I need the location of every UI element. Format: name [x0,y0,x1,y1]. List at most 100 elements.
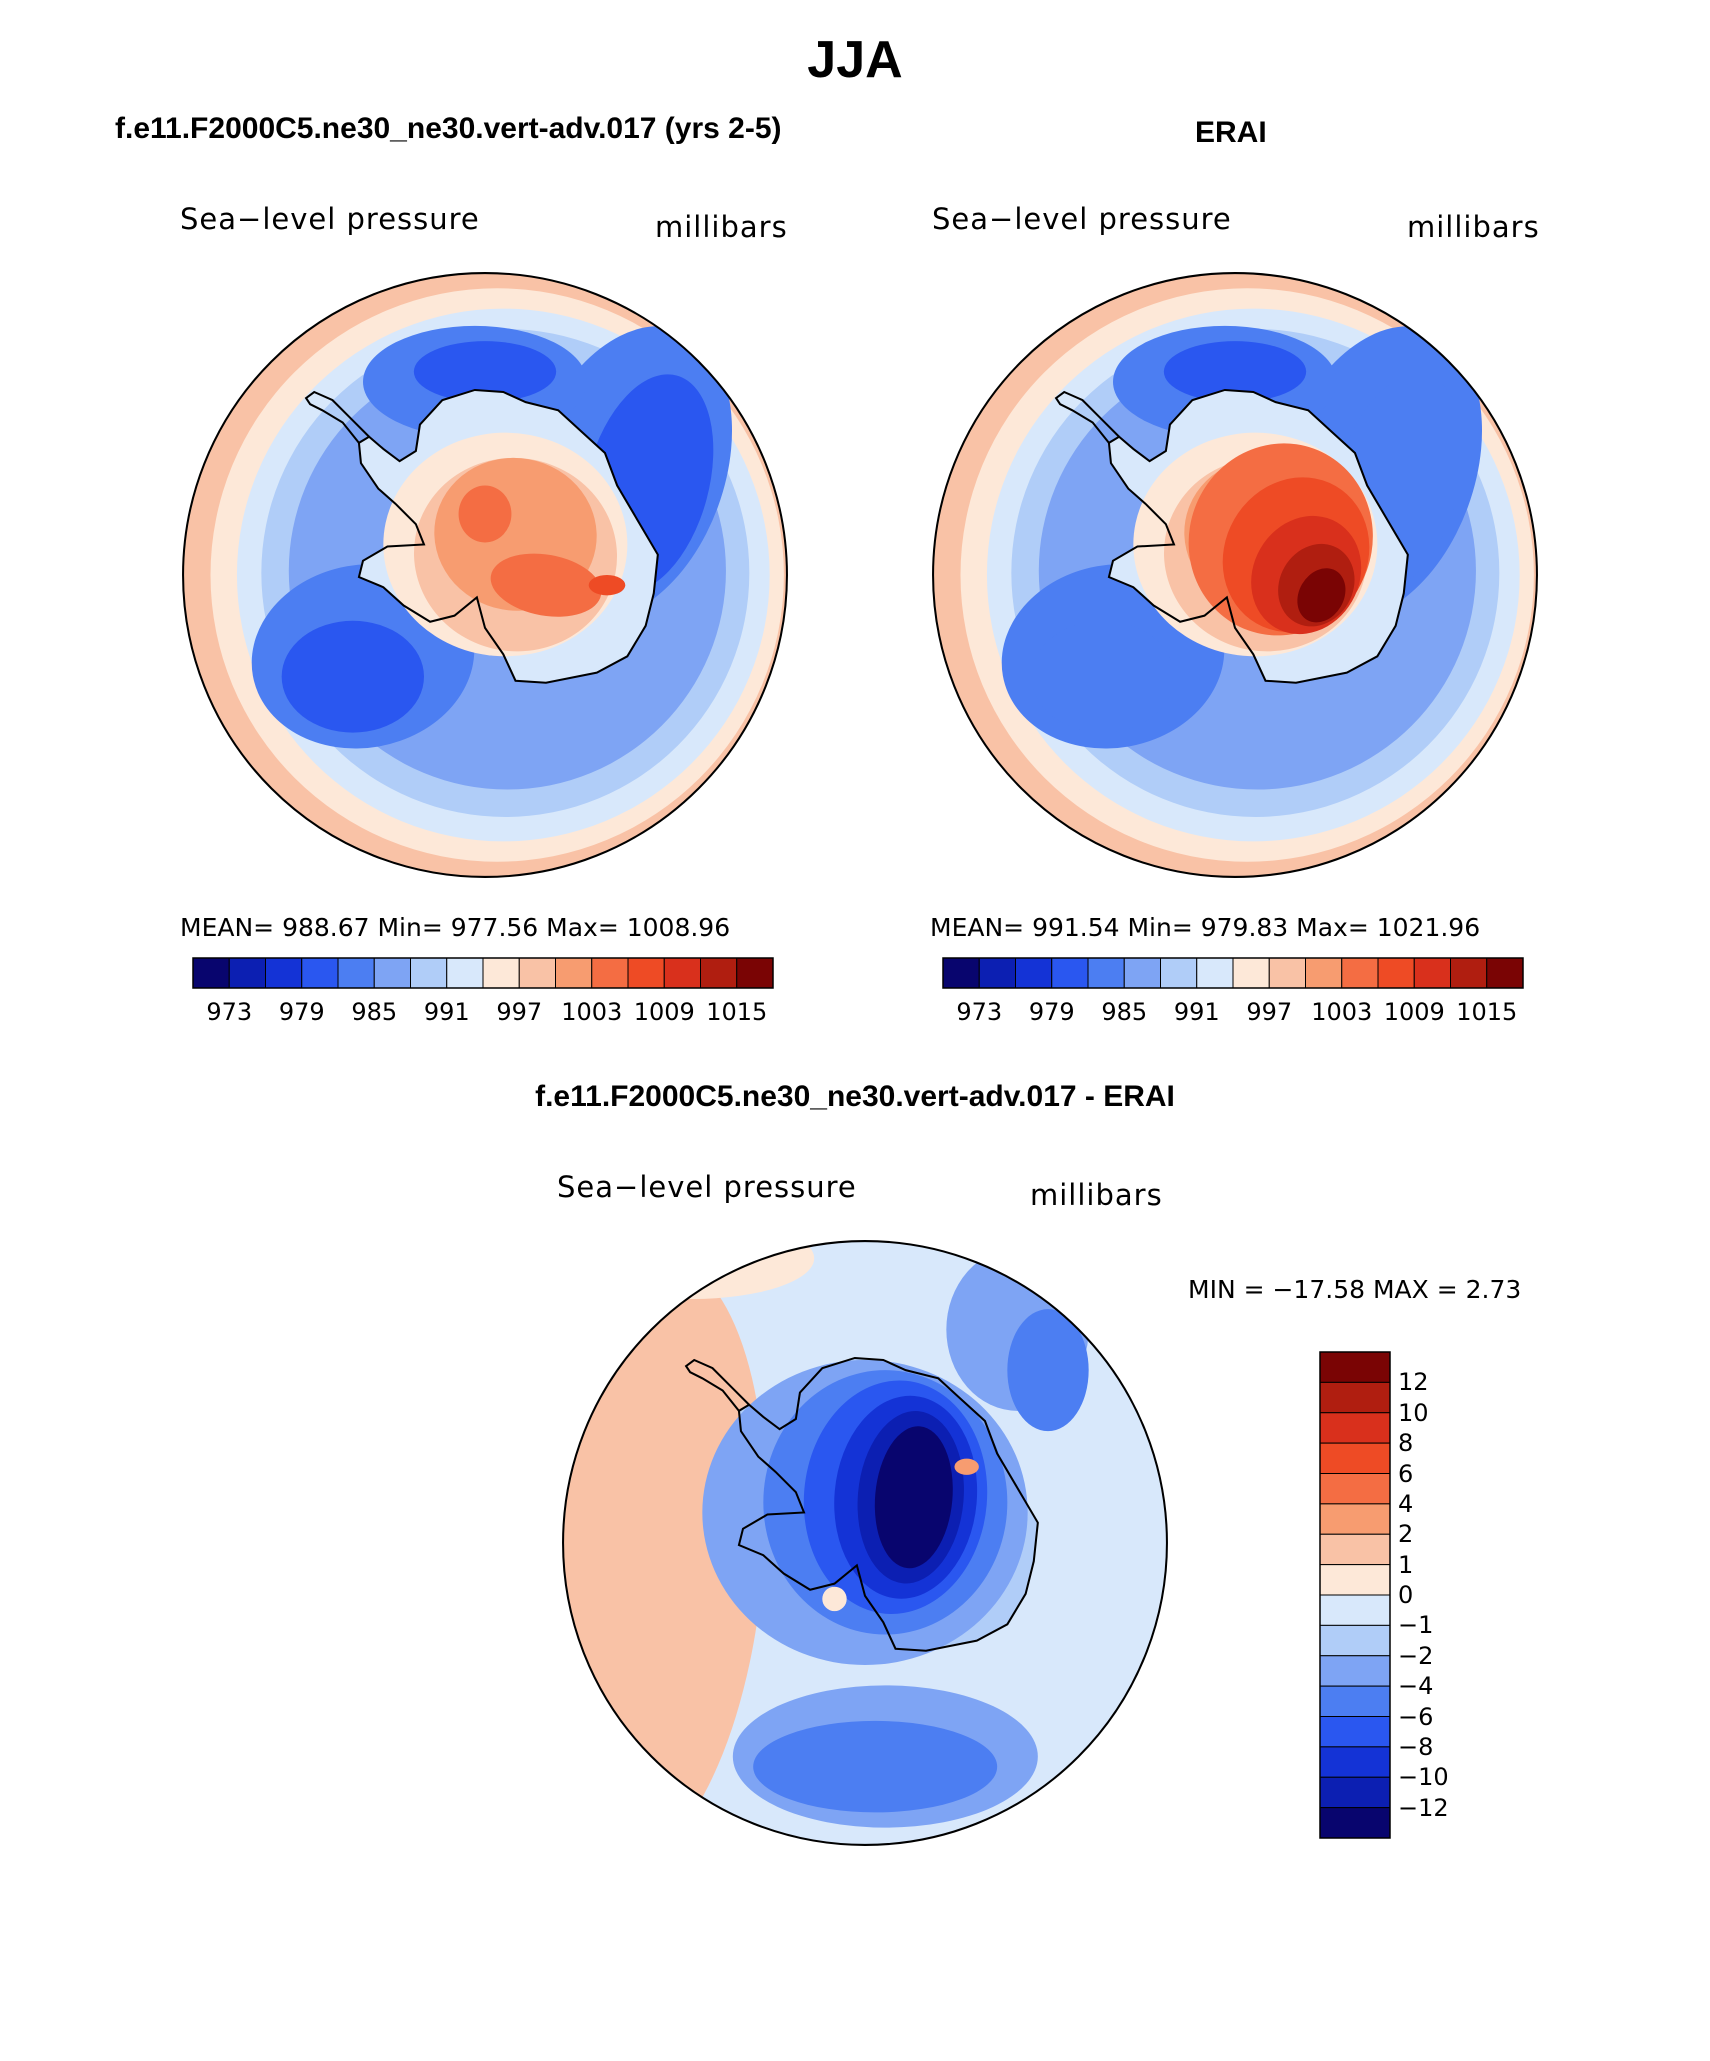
colorbar-tick-label: −6 [1398,1702,1434,1731]
colorbar-tick-label: 10 [1398,1398,1429,1427]
colorbar-swatch [301,957,339,989]
diff-stats: MIN = −17.58 MAX = 2.73 [1188,1275,1522,1304]
model-slp-map [182,272,788,878]
colorbar-swatch [410,957,448,989]
colorbar-swatch [1123,957,1161,989]
trough-cell [1163,341,1307,403]
colorbar-swatch [1341,957,1379,989]
colorbar-swatch [1486,957,1524,989]
colorbar-swatch [591,957,629,989]
colorbar-swatch [482,957,520,989]
colorbar-swatch [1319,1503,1391,1535]
trough-cell [281,620,424,733]
colorbar-swatch [942,957,980,989]
colorbar-swatch [1232,957,1270,989]
colorbar-tick-label: 1009 [1383,998,1445,1026]
obs-panel-title: ERAI [1195,116,1267,149]
colorbar-tick-label: 8 [1398,1429,1414,1458]
colorbar-swatch [1319,1746,1391,1778]
colorbar-swatch [1319,1807,1391,1839]
colorbar-swatch [1319,1624,1391,1657]
model-stats: MEAN= 988.67 Min= 977.56 Max= 1008.96 [180,913,731,942]
model-colorbar [192,957,774,989]
positive-region [570,1241,815,1299]
colorbar-frame [1319,1351,1391,1839]
colorbar-tick-label: 985 [351,998,398,1026]
colorbar-tick-label: 1003 [561,998,623,1026]
peninsula-coastline [684,1358,750,1412]
colorbar-swatch [265,957,303,989]
figure-title: JJA [807,31,903,89]
colorbar-tick-label: 1015 [706,998,768,1026]
model-panel-title: f.e11.F2000C5.ne30_ne30.vert-adv.017 (yr… [115,112,782,145]
antarctica-coastline [737,1356,1039,1652]
colorbar-swatch [373,957,411,989]
map-border [932,272,1538,878]
colorbar-swatch [1450,957,1488,989]
colorbar-tick-label: 979 [278,998,325,1026]
colorbar-swatch [1319,1655,1391,1687]
colorbar-swatch [446,957,484,989]
colorbar-tick-label: 991 [1173,998,1220,1026]
obs-stats: MEAN= 991.54 Min= 979.83 Max= 1021.96 [930,913,1481,942]
peninsula-coastline [1054,390,1120,444]
colorbar-tick-label: −4 [1398,1672,1434,1701]
colorbar-swatch [1319,1351,1391,1383]
colorbar-tick-label: −8 [1398,1732,1434,1761]
colorbar-swatch [700,957,738,989]
colorbar-swatch [1319,1776,1391,1809]
positive-spot [954,1458,979,1475]
colorbar-swatch [1319,1412,1391,1444]
colorbar-tick-label: 2 [1398,1520,1414,1549]
colorbar-swatch [518,957,556,989]
colorbar-tick-label: −1 [1398,1611,1434,1640]
obs-units-label: millibars [1407,210,1540,244]
colorbar-swatch [1319,1685,1391,1717]
colorbar-swatch [1196,957,1234,989]
colorbar-swatch [1015,957,1053,989]
colorbar-tick-label: 6 [1398,1459,1414,1488]
colorbar-swatch [663,957,701,989]
colorbar-tick-label: 973 [956,998,1003,1026]
peninsula-coastline [304,390,370,444]
obs-colorbar [942,957,1524,989]
model-colorbar-ticks: 973 979 985 991 997 1003 1009 1015 [193,998,773,1028]
obs-slp-map [932,272,1538,878]
colorbar-tick-label: −12 [1398,1793,1449,1822]
colorbar-swatch [1319,1594,1391,1626]
colorbar-swatch [1319,1716,1391,1748]
negative-region [753,1720,998,1813]
high-cell [458,485,512,543]
obs-variable-label: Sea−level pressure [932,202,1232,236]
diff-slp-map [562,1240,1168,1846]
colorbar-swatch [978,957,1016,989]
negative-region [874,1426,953,1569]
positive-spot [822,1586,847,1612]
colorbar-swatch [1319,1442,1391,1474]
colorbar-swatch [192,957,230,989]
colorbar-swatch [1087,957,1125,989]
model-units-label: millibars [655,210,788,244]
colorbar-tick-label: 997 [496,998,543,1026]
diff-units-label: millibars [1030,1178,1163,1212]
colorbar-swatch [555,957,593,989]
map-border [562,1240,1168,1846]
colorbar-tick-label: 4 [1398,1489,1414,1518]
colorbar-tick-label: 985 [1101,998,1148,1026]
antarctica-coastline [357,388,659,684]
diff-colorbar-ticks: 12 10 8 6 4 2 1 0 −1 −2 −4 −6 −8 −10 −12 [1398,1352,1478,1838]
colorbar-tick-label: 991 [423,998,470,1026]
colorbar-swatch [1160,957,1198,989]
model-variable-label: Sea−level pressure [180,202,480,236]
obs-colorbar-ticks: 973 979 985 991 997 1003 1009 1015 [943,998,1523,1028]
colorbar-swatch [736,957,774,989]
diff-colorbar [1319,1351,1391,1839]
colorbar-tick-label: −2 [1398,1641,1434,1670]
colorbar-swatch [1319,1381,1391,1414]
colorbar-tick-label: 1009 [633,998,695,1026]
colorbar-tick-label: 1 [1398,1550,1414,1579]
trough-cell [1031,620,1174,733]
colorbar-swatch [228,957,266,989]
colorbar-tick-label: −10 [1398,1763,1449,1792]
colorbar-tick-label: 12 [1398,1368,1429,1397]
